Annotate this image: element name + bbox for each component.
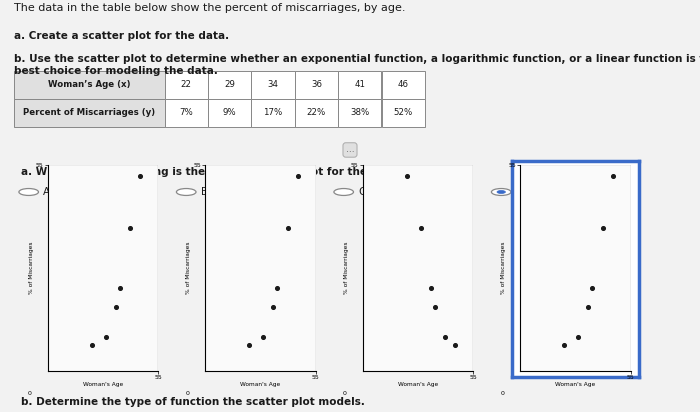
Point [429,304,440,310]
Text: Percent of Miscarriages (y): Percent of Miscarriages (y) [23,108,155,117]
FancyBboxPatch shape [208,71,251,99]
Circle shape [19,189,38,195]
Point [114,285,125,292]
Text: 0: 0 [186,391,189,396]
FancyBboxPatch shape [14,71,164,99]
Point [100,334,111,340]
Point [597,225,608,232]
Text: 41: 41 [354,80,365,89]
Text: 0: 0 [343,391,346,396]
FancyBboxPatch shape [164,99,208,127]
Point [449,341,461,348]
FancyBboxPatch shape [14,99,164,127]
Point [86,341,97,348]
Text: B.: B. [201,187,211,197]
X-axis label: Woman's Age: Woman's Age [240,382,281,387]
Point [426,285,437,292]
Y-axis label: % of Miscarriages: % of Miscarriages [344,241,349,294]
Point [415,225,426,232]
Text: The data in the table below show the percent of miscarriages, by age.: The data in the table below show the per… [14,3,405,13]
Text: 0: 0 [28,391,32,396]
Text: b. Use the scatter plot to determine whether an exponential function, a logarith: b. Use the scatter plot to determine whe… [14,54,700,76]
Point [401,173,412,179]
Circle shape [334,189,354,195]
Point [272,285,283,292]
Text: 36: 36 [311,80,322,89]
Circle shape [491,189,511,195]
Text: 9%: 9% [223,108,237,117]
Point [587,285,598,292]
Y-axis label: % of Miscarriages: % of Miscarriages [29,241,34,294]
Text: D.: D. [516,187,527,197]
Point [440,334,451,340]
Text: 7%: 7% [179,108,193,117]
Point [244,341,255,348]
FancyBboxPatch shape [295,71,338,99]
FancyBboxPatch shape [338,99,382,127]
Y-axis label: % of Miscarriages: % of Miscarriages [501,241,506,294]
FancyBboxPatch shape [338,71,382,99]
Text: a. Which of the following is the correct scatter plot for the data?: a. Which of the following is the correct… [21,167,403,177]
Point [125,225,136,232]
Text: 38%: 38% [350,108,370,117]
Point [559,341,570,348]
Text: ...: ... [346,145,354,154]
Text: 29: 29 [224,80,235,89]
Text: a. Create a scatter plot for the data.: a. Create a scatter plot for the data. [14,31,229,41]
Y-axis label: % of Miscarriages: % of Miscarriages [186,241,191,294]
Text: 34: 34 [267,80,279,89]
X-axis label: Woman's Age: Woman's Age [83,382,123,387]
Point [607,173,618,179]
Point [268,304,279,310]
FancyBboxPatch shape [382,99,425,127]
FancyBboxPatch shape [164,71,208,99]
FancyBboxPatch shape [208,99,251,127]
Text: 46: 46 [398,80,409,89]
Text: 0: 0 [500,391,504,396]
Text: A.: A. [43,187,54,197]
Point [111,304,122,310]
Text: C.: C. [358,187,369,197]
Text: b. Determine the type of function the scatter plot models.: b. Determine the type of function the sc… [21,397,365,407]
Text: 17%: 17% [263,108,283,117]
X-axis label: Woman's Age: Woman's Age [398,382,438,387]
FancyBboxPatch shape [251,71,295,99]
Point [258,334,269,340]
Text: 22%: 22% [307,108,326,117]
X-axis label: Woman's Age: Woman's Age [555,382,596,387]
Point [282,225,293,232]
Text: 52%: 52% [393,108,413,117]
Circle shape [176,189,196,195]
FancyBboxPatch shape [251,99,295,127]
Circle shape [497,190,505,194]
FancyBboxPatch shape [295,99,338,127]
Text: 22: 22 [181,80,192,89]
Point [573,334,584,340]
Point [292,173,303,179]
Text: Woman’s Age (x): Woman’s Age (x) [48,80,130,89]
Point [134,173,146,179]
FancyBboxPatch shape [382,71,425,99]
Point [583,304,594,310]
